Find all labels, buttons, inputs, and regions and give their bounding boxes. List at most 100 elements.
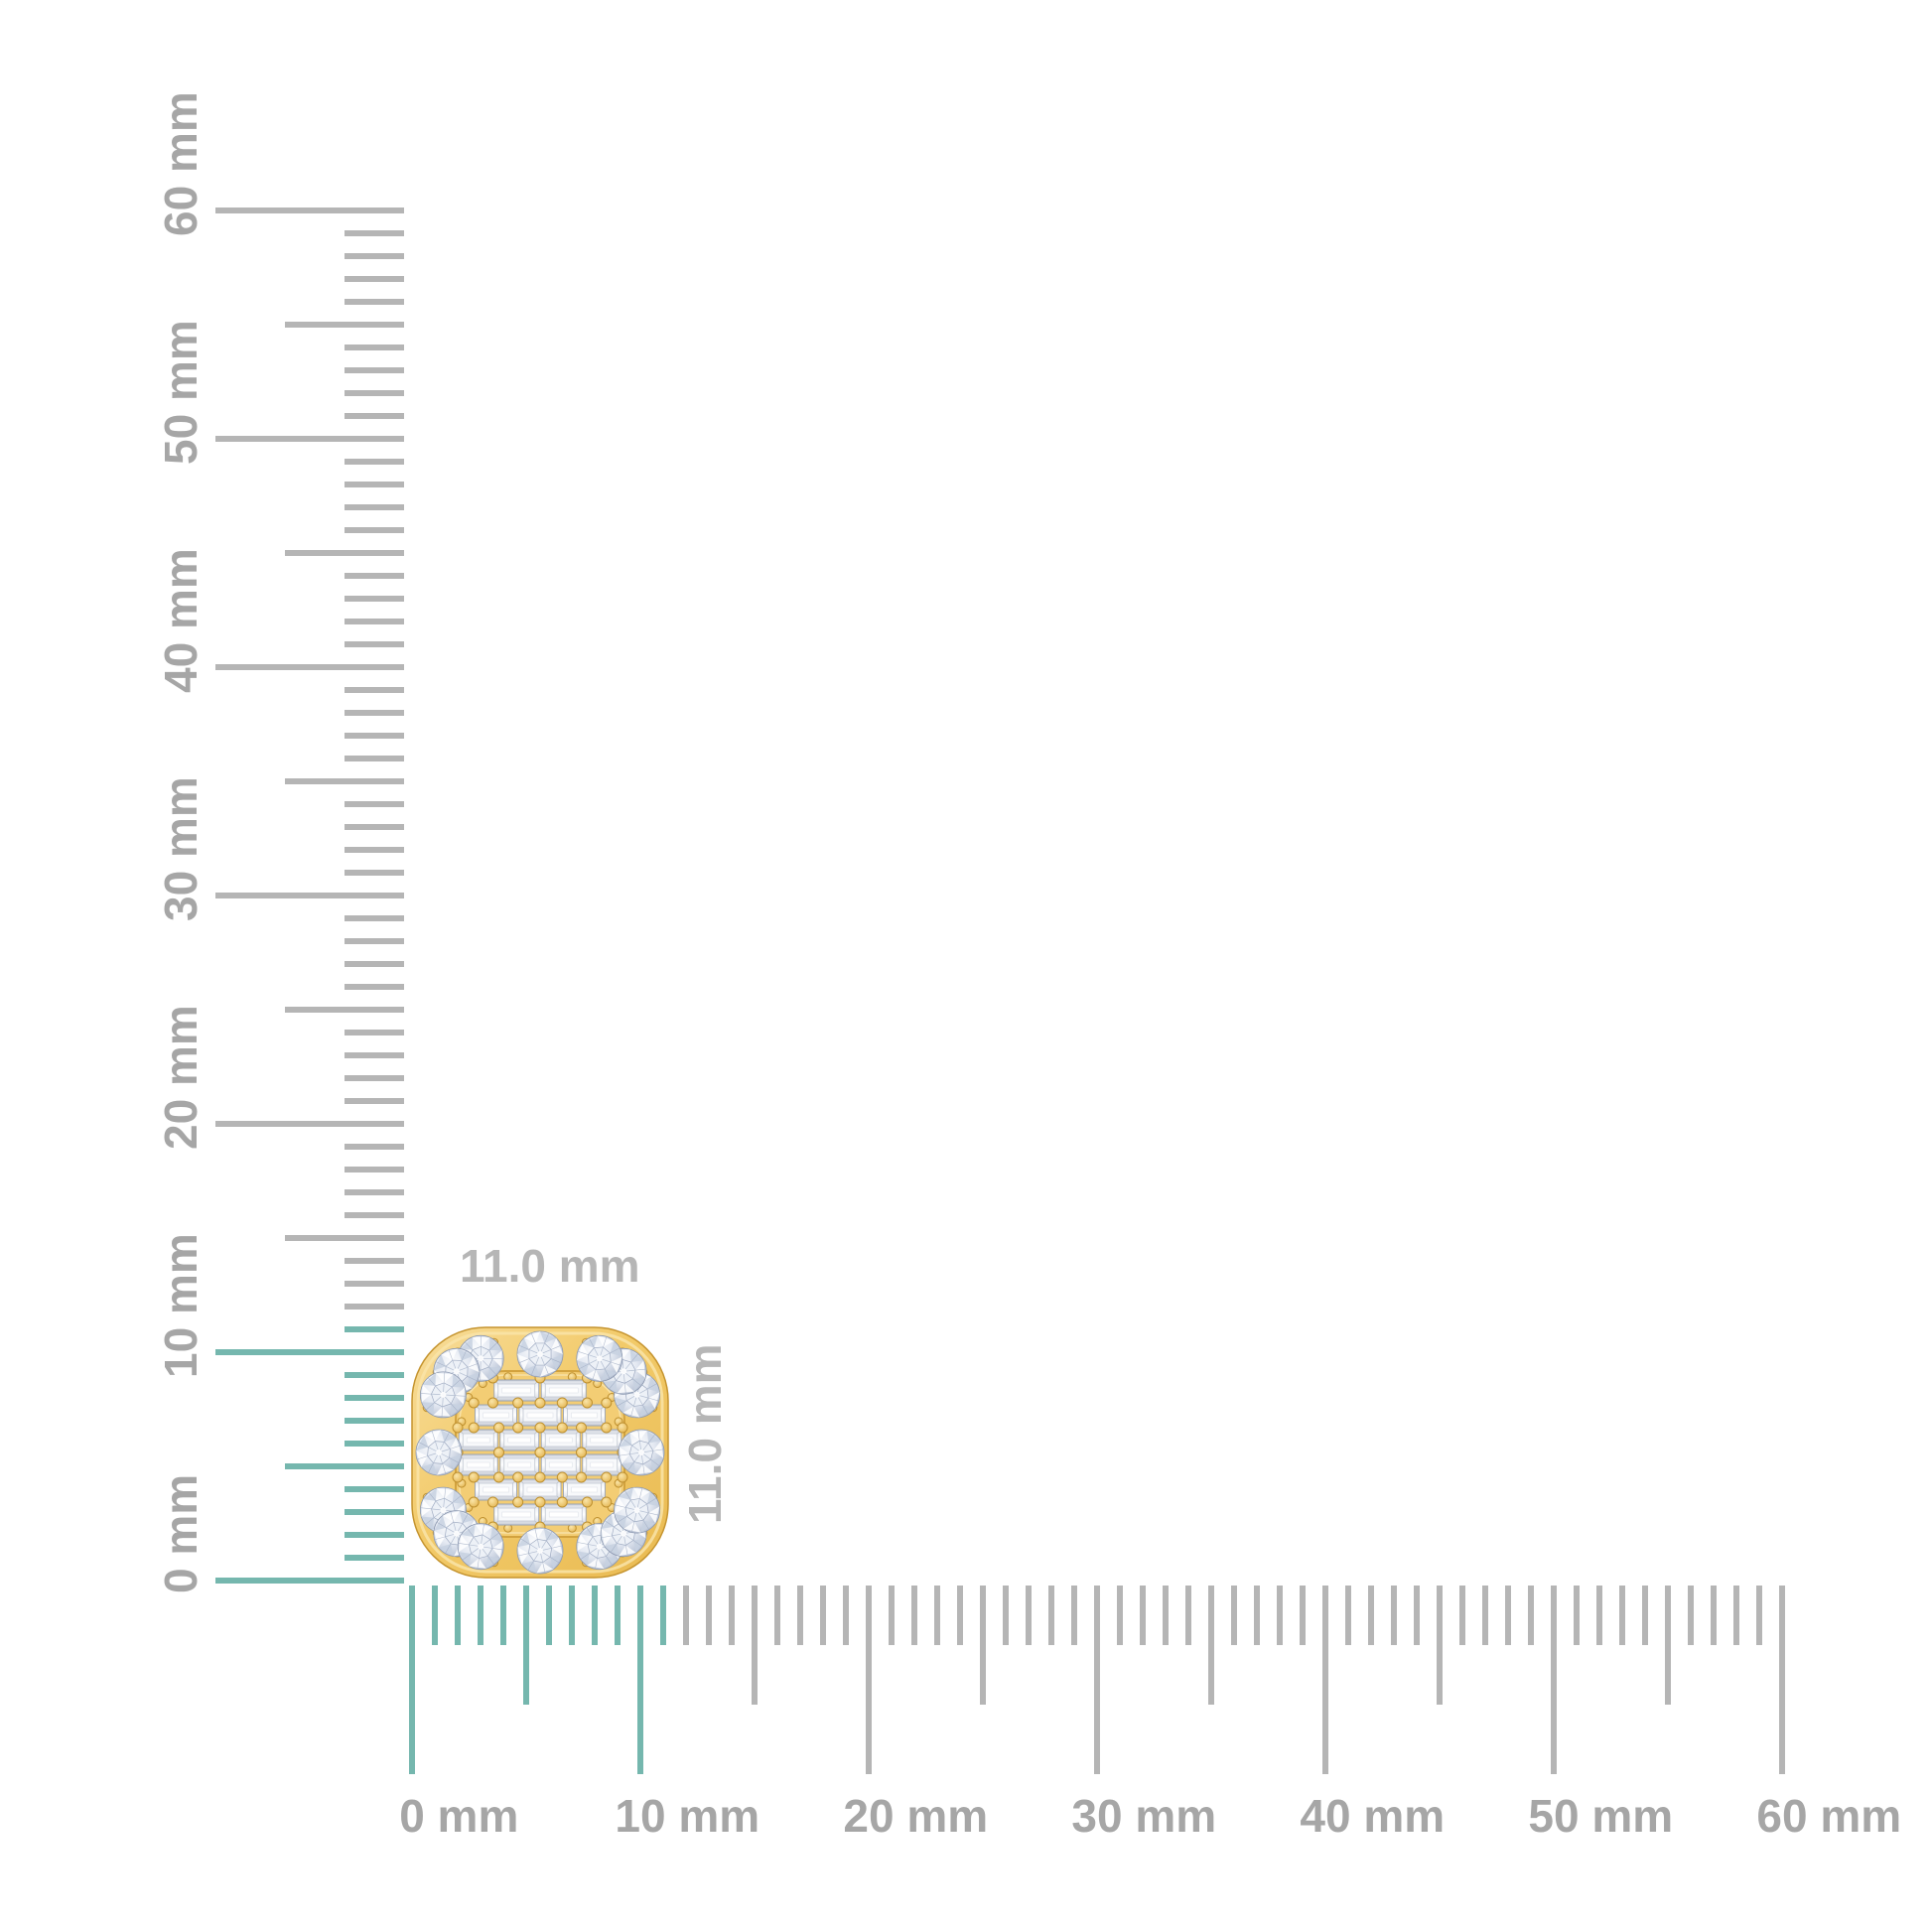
h-ruler-tick-42mm [1368, 1586, 1374, 1645]
h-ruler-tick-35mm [1208, 1586, 1214, 1705]
v-ruler-tick-35mm [285, 778, 404, 784]
height-measurement-label: 11.0 mm [679, 1343, 731, 1524]
v-ruler-tick-4mm [345, 1486, 404, 1492]
h-ruler-tick-45mm [1437, 1586, 1443, 1705]
v-ruler-tick-36mm [345, 756, 404, 761]
v-ruler-tick-22mm [345, 1075, 404, 1081]
h-ruler-tick-12mm [683, 1586, 689, 1645]
h-ruler-tick-52mm [1596, 1586, 1602, 1645]
v-ruler-tick-58mm [345, 253, 404, 259]
v-ruler-tick-2mm [345, 1532, 404, 1538]
v-ruler-tick-59mm [345, 230, 404, 236]
h-ruler-tick-0mm [409, 1586, 415, 1774]
v-ruler-tick-9mm [345, 1372, 404, 1378]
v-ruler-tick-46mm [345, 527, 404, 533]
v-ruler-label-40mm: 40 mm [155, 547, 207, 693]
v-ruler-tick-1mm [345, 1555, 404, 1561]
v-ruler-tick-44mm [345, 573, 404, 579]
v-ruler-tick-41mm [345, 641, 404, 647]
v-ruler-label-50mm: 50 mm [155, 319, 207, 465]
v-ruler-tick-24mm [345, 1030, 404, 1035]
h-ruler-label-20mm: 20 mm [843, 1790, 989, 1842]
h-ruler-tick-57mm [1711, 1586, 1717, 1645]
v-ruler-tick-52mm [345, 390, 404, 396]
h-ruler-label-40mm: 40 mm [1300, 1790, 1446, 1842]
v-ruler-tick-32mm [345, 847, 404, 853]
v-ruler-tick-16mm [345, 1212, 404, 1218]
v-ruler-tick-14mm [345, 1258, 404, 1264]
h-ruler-tick-43mm [1391, 1586, 1397, 1645]
h-ruler-tick-11mm [660, 1586, 666, 1645]
h-ruler-tick-3mm [478, 1586, 483, 1645]
h-ruler-tick-48mm [1505, 1586, 1511, 1645]
v-ruler-tick-60mm [215, 207, 404, 213]
h-ruler-label-30mm: 30 mm [1071, 1790, 1217, 1842]
h-ruler-tick-24mm [957, 1586, 963, 1645]
h-ruler-tick-39mm [1300, 1586, 1306, 1645]
h-ruler-tick-28mm [1048, 1586, 1054, 1645]
v-ruler-tick-20mm [215, 1121, 404, 1127]
v-ruler-tick-17mm [345, 1189, 404, 1195]
h-ruler-tick-49mm [1528, 1586, 1534, 1645]
v-ruler-tick-8mm [345, 1395, 404, 1401]
h-ruler-tick-30mm [1094, 1586, 1100, 1774]
h-ruler-tick-47mm [1482, 1586, 1488, 1645]
v-ruler-tick-13mm [345, 1281, 404, 1287]
h-ruler-tick-13mm [706, 1586, 712, 1645]
h-ruler-tick-36mm [1231, 1586, 1237, 1645]
h-ruler-tick-14mm [729, 1586, 735, 1645]
v-ruler-tick-53mm [345, 367, 404, 373]
h-ruler-tick-40mm [1322, 1586, 1328, 1774]
h-ruler-tick-32mm [1140, 1586, 1146, 1645]
h-ruler-label-50mm: 50 mm [1528, 1790, 1674, 1842]
v-ruler-tick-21mm [345, 1098, 404, 1104]
h-ruler-tick-4mm [500, 1586, 506, 1645]
v-ruler-tick-43mm [345, 596, 404, 602]
h-ruler-tick-9mm [615, 1586, 621, 1645]
h-ruler-tick-27mm [1026, 1586, 1032, 1645]
v-ruler-tick-34mm [345, 801, 404, 807]
h-ruler-tick-29mm [1071, 1586, 1077, 1645]
h-ruler-tick-16mm [774, 1586, 780, 1645]
v-ruler-label-10mm: 10 mm [155, 1232, 207, 1378]
v-ruler-tick-56mm [345, 299, 404, 305]
h-ruler-tick-34mm [1185, 1586, 1191, 1645]
h-ruler-tick-31mm [1117, 1586, 1123, 1645]
v-ruler-tick-11mm [345, 1326, 404, 1332]
h-ruler-tick-53mm [1619, 1586, 1625, 1645]
v-ruler-tick-42mm [345, 619, 404, 624]
v-ruler-tick-5mm [285, 1463, 404, 1469]
v-ruler-tick-33mm [345, 824, 404, 830]
v-ruler-tick-3mm [345, 1509, 404, 1515]
v-ruler-tick-49mm [345, 459, 404, 465]
v-ruler-label-30mm: 30 mm [155, 775, 207, 921]
h-ruler-tick-60mm [1779, 1586, 1785, 1774]
h-ruler-tick-37mm [1254, 1586, 1260, 1645]
h-ruler-tick-21mm [889, 1586, 895, 1645]
h-ruler-tick-38mm [1277, 1586, 1283, 1645]
v-ruler-tick-51mm [345, 413, 404, 419]
h-ruler-tick-1mm [432, 1586, 438, 1645]
h-ruler-tick-41mm [1345, 1586, 1351, 1645]
v-ruler-tick-28mm [345, 938, 404, 944]
v-ruler-tick-19mm [345, 1144, 404, 1150]
v-ruler-tick-45mm [285, 550, 404, 556]
h-ruler-tick-56mm [1688, 1586, 1694, 1645]
v-ruler-label-0mm: 0 mm [155, 1473, 207, 1593]
h-ruler-tick-19mm [843, 1586, 849, 1645]
v-ruler-tick-30mm [215, 893, 404, 898]
h-ruler-tick-7mm [569, 1586, 575, 1645]
h-ruler-label-0mm: 0 mm [399, 1790, 519, 1842]
v-ruler-tick-7mm [345, 1418, 404, 1424]
h-ruler-tick-51mm [1574, 1586, 1580, 1645]
v-ruler-tick-26mm [345, 984, 404, 990]
v-ruler-tick-18mm [345, 1167, 404, 1173]
h-ruler-tick-58mm [1733, 1586, 1739, 1645]
v-ruler-tick-25mm [285, 1007, 404, 1013]
h-ruler-tick-22mm [911, 1586, 917, 1645]
v-ruler-tick-31mm [345, 870, 404, 876]
v-ruler-label-60mm: 60 mm [155, 90, 207, 236]
v-ruler-tick-54mm [345, 345, 404, 350]
v-ruler-tick-40mm [215, 664, 404, 670]
h-ruler-tick-50mm [1551, 1586, 1557, 1774]
